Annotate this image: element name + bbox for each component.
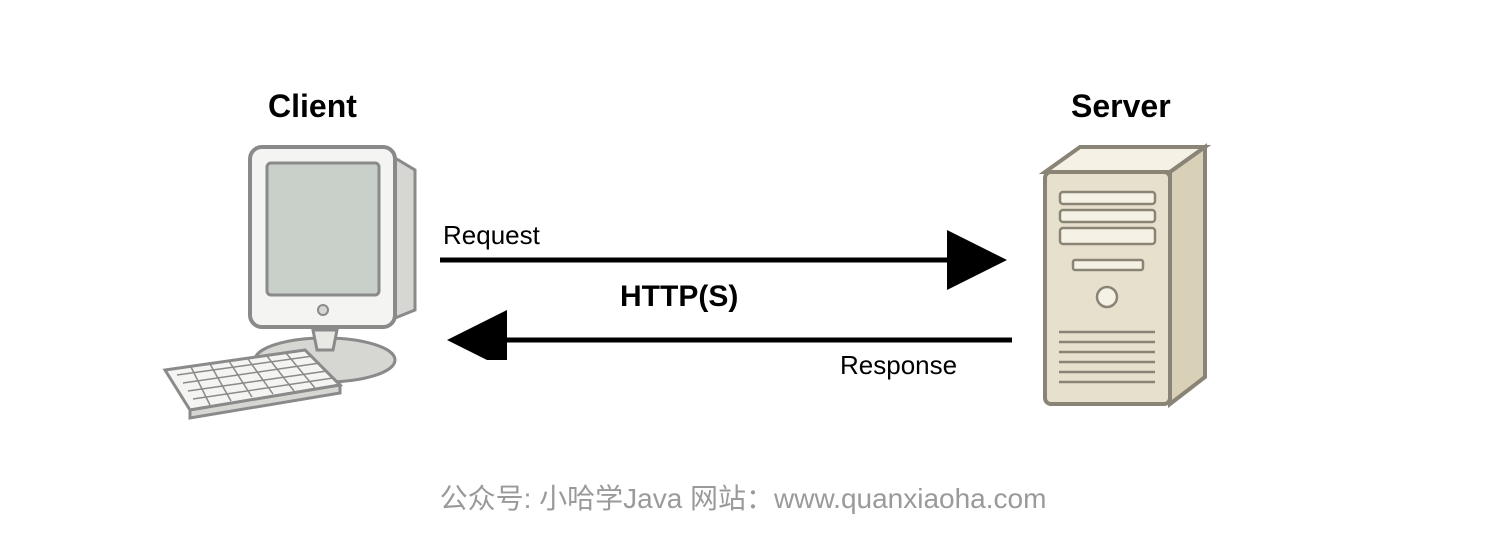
- footer-watermark: 公众号: 小哈学Java 网站：www.quanxiaoha.com: [0, 477, 1486, 517]
- server-tower-icon: [1015, 132, 1235, 422]
- request-label: Request: [443, 220, 540, 251]
- client-server-diagram: Client Server: [0, 0, 1486, 535]
- client-computer-icon: [155, 135, 435, 425]
- client-label: Client: [268, 88, 357, 125]
- response-label: Response: [840, 350, 957, 381]
- server-label: Server: [1071, 88, 1171, 125]
- protocol-label: HTTP(S): [620, 280, 738, 314]
